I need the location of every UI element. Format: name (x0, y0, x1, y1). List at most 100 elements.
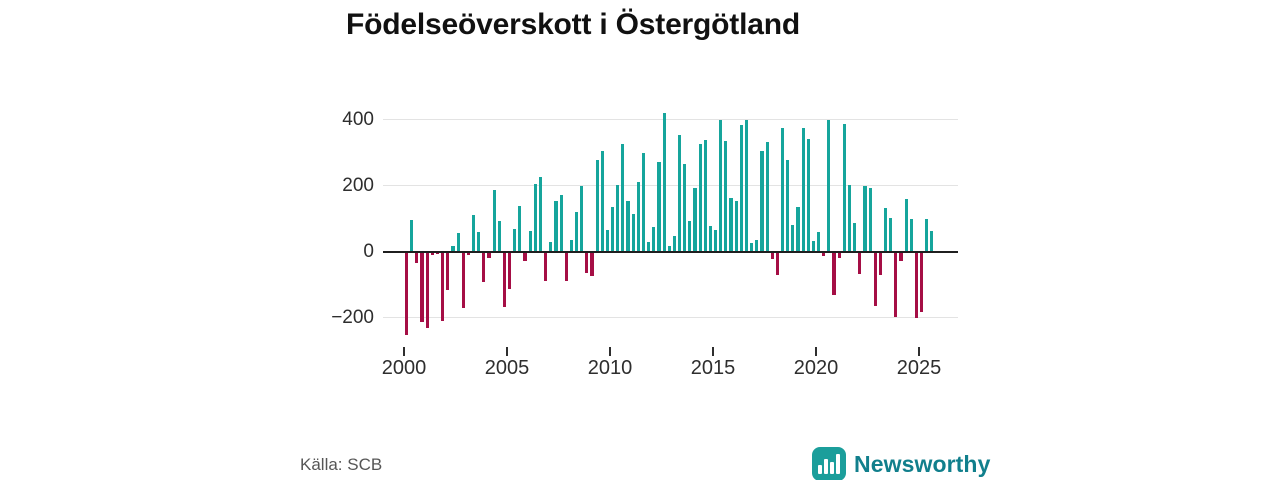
x-axis-tick (712, 347, 714, 356)
quarter-bar (647, 241, 651, 252)
quarter-bar (873, 251, 877, 306)
quarter-bar (502, 251, 507, 307)
bar-chart-logo-icon (812, 447, 846, 480)
quarter-bar (636, 181, 640, 252)
quarter-bar (544, 251, 548, 281)
quarter-bar (832, 251, 836, 296)
quarter-bar (827, 120, 831, 252)
quarter-bar (847, 184, 852, 252)
quarter-bar (549, 241, 553, 252)
quarter-bar (559, 195, 563, 252)
x-axis-tick-label: 2005 (484, 357, 530, 379)
quarter-bar (585, 251, 589, 273)
quarter-bar (667, 245, 671, 252)
quarter-bar (451, 245, 455, 252)
quarter-bar (631, 213, 635, 252)
quarter-bar (456, 233, 460, 252)
quarter-bar (837, 251, 841, 259)
quarter-bar (914, 251, 919, 319)
quarter-bar (420, 251, 424, 322)
quarter-bar (899, 251, 903, 262)
quarter-bar (518, 205, 522, 252)
gridline (383, 119, 958, 120)
quarter-bar (672, 235, 676, 252)
x-axis-tick-label: 2015 (690, 357, 736, 379)
gridline (383, 317, 958, 318)
gridline (383, 185, 958, 186)
source-note: Källa: SCB (300, 455, 383, 474)
quarter-bar (410, 220, 414, 252)
quarter-bar (920, 251, 924, 312)
quarter-bar (580, 185, 584, 252)
quarter-bar (806, 138, 810, 252)
quarter-bar (626, 201, 630, 252)
quarter-bar (744, 120, 749, 252)
quarter-bar (605, 230, 610, 252)
newsworthy-logo: Newsworthy (812, 446, 990, 480)
quarter-bar (533, 183, 537, 252)
quarter-bar (554, 201, 558, 252)
quarter-bar (822, 251, 826, 257)
quarter-bar (719, 119, 723, 252)
brand-wordmark: Newsworthy (854, 450, 991, 477)
quarter-bar (415, 251, 419, 264)
y-axis-tick-label: 0 (363, 240, 374, 262)
quarter-bar (904, 199, 908, 252)
x-axis-tick-label: 2025 (896, 357, 942, 379)
quarter-bar (461, 251, 465, 309)
x-axis-tick (403, 347, 405, 356)
quarter-bar (405, 251, 409, 335)
quarter-bar (894, 251, 898, 317)
quarter-bar (724, 140, 728, 252)
quarter-bar (508, 251, 512, 290)
quarter-bar (858, 251, 862, 274)
quarter-bar (441, 251, 445, 321)
quarter-bar (739, 125, 743, 252)
quarter-bar (487, 251, 491, 259)
quarter-bar (574, 211, 579, 252)
quarter-bar (523, 251, 527, 262)
x-axis-tick (506, 347, 508, 356)
x-axis-tick-label: 2010 (587, 357, 633, 379)
quarter-bar (930, 231, 934, 252)
quarter-bar (482, 251, 486, 282)
quarter-bar (708, 226, 713, 252)
quarter-bar (471, 215, 476, 252)
quarter-bar (868, 188, 872, 252)
quarter-bar (750, 242, 754, 252)
quarter-bar (842, 124, 846, 252)
quarter-bar (590, 251, 594, 276)
quarter-bar (595, 160, 599, 252)
quarter-bar (703, 139, 707, 252)
x-axis-tick (609, 347, 611, 356)
quarter-bar (770, 251, 774, 260)
x-axis-tick-label: 2000 (381, 357, 427, 379)
x-axis-tick (815, 347, 817, 356)
quarter-bar (796, 206, 800, 252)
quarter-bar (729, 198, 733, 252)
quarter-bar (878, 251, 882, 275)
quarter-bar (538, 176, 543, 252)
zero-axis-line (383, 250, 958, 253)
quarter-bar (801, 128, 805, 252)
quarter-bar (853, 223, 857, 252)
chart-title: Födelseöverskott i Östergötland (346, 8, 800, 41)
x-axis-tick-label: 2020 (793, 357, 839, 379)
quarter-bar (925, 218, 929, 252)
quarter-bar (611, 206, 615, 252)
y-axis-tick-label: −200 (331, 306, 374, 328)
quarter-bar (569, 239, 573, 252)
quarter-bar (600, 150, 604, 252)
quarter-bar (657, 162, 661, 252)
quarter-bar (528, 231, 532, 252)
quarter-bar (755, 239, 759, 252)
quarter-bar (477, 231, 481, 252)
quarter-bar (734, 201, 738, 252)
quarter-bar (430, 251, 434, 255)
quarter-bar (446, 251, 450, 291)
quarter-bar (693, 188, 697, 252)
quarter-bar (652, 227, 656, 252)
quarter-bar (564, 251, 568, 281)
quarter-bar (616, 184, 620, 252)
